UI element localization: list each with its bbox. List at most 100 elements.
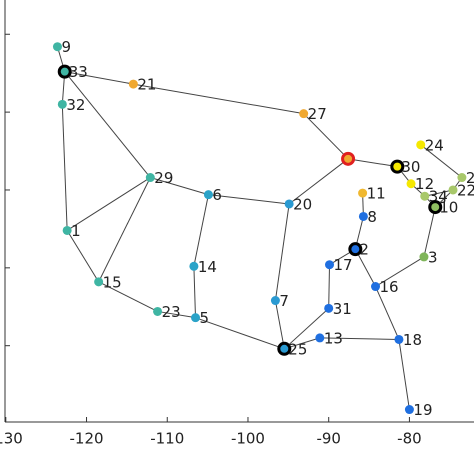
node-label: 17	[334, 256, 353, 274]
node	[277, 341, 292, 356]
node-label: 23	[162, 303, 181, 321]
node	[128, 79, 138, 89]
node-label: 19	[413, 401, 432, 419]
edge	[98, 281, 158, 312]
node	[358, 211, 368, 221]
x-tick-label: -80	[397, 430, 422, 448]
edge	[193, 266, 197, 318]
edge	[193, 194, 209, 267]
edge	[354, 248, 376, 287]
node	[390, 159, 405, 174]
node	[284, 199, 294, 209]
node	[406, 179, 416, 189]
node-label: 9	[61, 38, 71, 56]
edge	[133, 83, 304, 115]
node	[145, 173, 155, 183]
node	[191, 313, 201, 323]
edge	[274, 203, 290, 301]
node-label: 5	[200, 309, 210, 327]
edge	[423, 206, 436, 258]
node-label: 15	[103, 273, 122, 291]
edge	[66, 177, 151, 231]
node	[341, 151, 356, 166]
node	[57, 64, 72, 79]
node-label: 18	[403, 331, 422, 349]
node	[420, 191, 430, 201]
node	[448, 185, 458, 195]
x-tick-label: -100	[231, 430, 265, 448]
node	[52, 42, 62, 52]
node-label: 8	[367, 208, 377, 226]
edge	[328, 264, 331, 309]
x-tick-label: -90	[316, 430, 341, 448]
node	[419, 252, 429, 262]
edge	[64, 71, 134, 85]
node-label: 1	[71, 222, 81, 240]
node-label: 10	[439, 199, 458, 217]
edge	[274, 300, 285, 349]
node	[153, 306, 163, 316]
edge	[64, 71, 151, 178]
node	[299, 109, 309, 119]
edge	[375, 256, 425, 287]
node-label: 14	[198, 258, 217, 276]
node	[315, 333, 325, 343]
edge	[98, 177, 151, 283]
node-label: 7	[279, 292, 289, 310]
node	[404, 405, 414, 415]
node	[358, 188, 368, 198]
edge	[150, 177, 209, 196]
node-label: 13	[324, 329, 343, 347]
edge	[195, 317, 285, 350]
node	[325, 260, 335, 270]
edge	[157, 310, 196, 319]
node-label: 30	[401, 158, 420, 176]
node-label: 25	[288, 340, 307, 358]
node-label: 12	[415, 175, 434, 193]
edge	[347, 158, 398, 168]
node-label: 24	[425, 136, 444, 154]
node-label: 22	[457, 181, 474, 199]
edge	[424, 189, 454, 197]
node-label: 3	[428, 248, 438, 266]
edge	[303, 113, 349, 160]
node	[270, 296, 280, 306]
node-label: 29	[154, 169, 173, 187]
x-tick-label: -110	[150, 430, 184, 448]
node	[416, 140, 426, 150]
node-label: 11	[367, 185, 386, 203]
node	[94, 277, 104, 287]
edge	[283, 307, 330, 350]
node	[428, 200, 443, 215]
node	[203, 190, 213, 200]
node-label: 32	[66, 96, 85, 114]
edge	[66, 230, 100, 283]
node-label: 16	[380, 278, 399, 296]
node-label: 33	[69, 63, 88, 81]
node-label: 6	[212, 186, 222, 204]
edge	[319, 337, 399, 340]
node-label: 2	[359, 241, 369, 259]
x-tick-label: -130	[0, 430, 23, 448]
node	[348, 242, 363, 257]
node-label: 31	[333, 300, 352, 318]
edge	[398, 339, 410, 410]
node	[371, 282, 381, 292]
node	[189, 261, 199, 271]
x-tick-label: -120	[70, 430, 104, 448]
node	[457, 173, 467, 183]
edge	[375, 286, 400, 340]
node	[394, 334, 404, 344]
node	[57, 99, 67, 109]
node	[62, 225, 72, 235]
edge	[208, 194, 290, 205]
edge	[288, 158, 349, 205]
node	[324, 303, 334, 313]
node-label: 20	[293, 195, 312, 213]
edge	[420, 144, 463, 178]
edge	[61, 104, 68, 231]
node-label: 27	[308, 105, 327, 123]
node-label: 21	[137, 76, 156, 94]
node-label: 28	[466, 169, 474, 187]
